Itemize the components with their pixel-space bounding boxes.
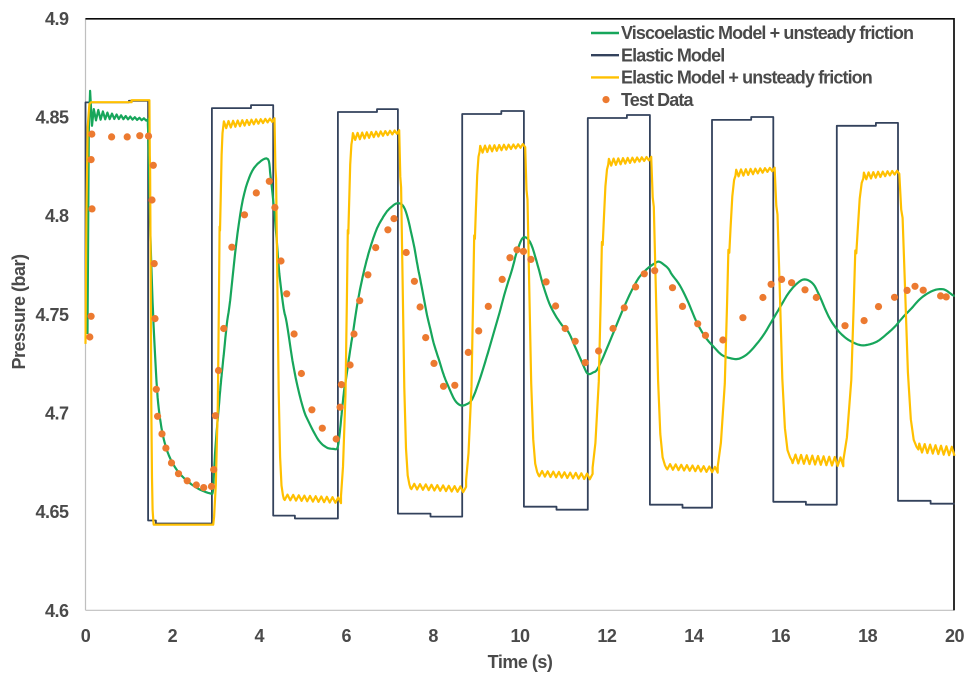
svg-text:4.8: 4.8 xyxy=(45,206,69,226)
svg-text:14: 14 xyxy=(684,626,704,646)
svg-text:Pressure (bar): Pressure (bar) xyxy=(9,254,29,370)
svg-text:2: 2 xyxy=(168,626,178,646)
svg-text:Test Data: Test Data xyxy=(621,90,694,110)
svg-text:8: 8 xyxy=(428,626,438,646)
svg-text:20: 20 xyxy=(945,626,965,646)
svg-text:10: 10 xyxy=(510,626,530,646)
svg-text:4.75: 4.75 xyxy=(35,305,69,325)
svg-text:16: 16 xyxy=(771,626,791,646)
svg-text:Elastic Model + unsteady frict: Elastic Model + unsteady friction xyxy=(621,68,872,88)
svg-text:4.6: 4.6 xyxy=(45,601,69,621)
svg-text:4.7: 4.7 xyxy=(45,404,69,424)
svg-text:Elastic Model: Elastic Model xyxy=(621,45,724,65)
svg-text:4.85: 4.85 xyxy=(35,108,69,128)
svg-text:4: 4 xyxy=(255,626,265,646)
svg-text:0: 0 xyxy=(81,626,91,646)
svg-text:12: 12 xyxy=(597,626,617,646)
svg-text:Viscoelastic Model + unsteady: Viscoelastic Model + unsteady friction xyxy=(621,23,913,43)
svg-text:4.65: 4.65 xyxy=(35,502,69,522)
svg-text:Time (s): Time (s) xyxy=(488,652,553,672)
svg-text:6: 6 xyxy=(341,626,351,646)
svg-text:18: 18 xyxy=(858,626,878,646)
svg-text:4.9: 4.9 xyxy=(45,9,69,29)
